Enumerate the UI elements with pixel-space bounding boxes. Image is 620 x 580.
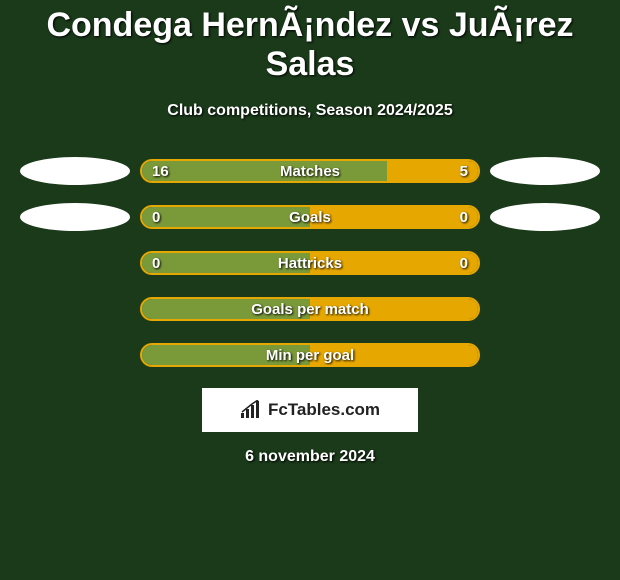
page-subtitle: Club competitions, Season 2024/2025 [0, 102, 620, 120]
stat-bar: 00Hattricks [140, 251, 480, 275]
stat-row: Goals per match [0, 286, 620, 332]
stat-bar: 00Goals [140, 205, 480, 229]
stat-rows: 165Matches 00Goals 00Hattricks Goals per ma… [0, 148, 620, 378]
stat-bar: Min per goal [140, 343, 480, 367]
stat-bar: 165Matches [140, 159, 480, 183]
stat-label: Matches [142, 161, 478, 181]
player-left-ellipse [20, 203, 130, 231]
chart-icon [240, 400, 262, 420]
player-right-ellipse [490, 157, 600, 185]
player-left-ellipse [20, 157, 130, 185]
stat-label: Goals [142, 207, 478, 227]
stat-label: Min per goal [142, 345, 478, 365]
player-right-ellipse [490, 203, 600, 231]
logo-box: FcTables.com [202, 388, 418, 432]
comparison-infographic: Condega HernÃ¡ndez vs JuÃ¡rez Salas Club… [0, 0, 620, 580]
stat-bar: Goals per match [140, 297, 480, 321]
stat-row: Min per goal [0, 332, 620, 378]
stat-row: 00Goals [0, 194, 620, 240]
stat-label: Goals per match [142, 299, 478, 319]
date-text: 6 november 2024 [0, 448, 620, 466]
page-title: Condega HernÃ¡ndez vs JuÃ¡rez Salas [0, 0, 620, 84]
logo-text: FcTables.com [268, 400, 380, 420]
stat-row: 165Matches [0, 148, 620, 194]
stat-row: 00Hattricks [0, 240, 620, 286]
stat-label: Hattricks [142, 253, 478, 273]
